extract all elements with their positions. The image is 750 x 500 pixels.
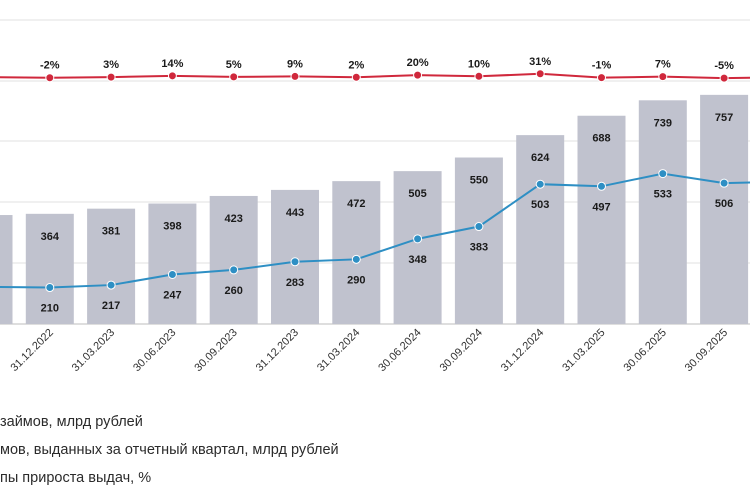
issued-loans-point-5 <box>290 257 300 267</box>
issued-loans-point-8 <box>474 222 484 232</box>
growth-rate-point-1 <box>45 73 55 83</box>
growth-rate-label-11: 7% <box>655 59 671 71</box>
x-tick-label-8: 30.09.2024 <box>438 327 485 374</box>
issued-loans-label-9: 503 <box>531 199 549 211</box>
bar-value-label-4: 423 <box>225 213 243 225</box>
issued-loans-label-4: 260 <box>225 285 243 297</box>
legend-item-issued-line: мов, выданных за отчетный квартал, млрд … <box>0 442 339 458</box>
bar-8 <box>454 157 503 324</box>
issued-loans-label-11: 533 <box>654 189 672 201</box>
x-tick-label-3: 30.06.2023 <box>131 327 178 374</box>
growth-rate-point-12 <box>719 73 729 83</box>
issued-loans-label-12: 506 <box>715 198 733 210</box>
growth-rate-point-11 <box>658 72 668 82</box>
issued-loans-label-2: 217 <box>102 300 120 312</box>
bar-0 <box>0 215 13 324</box>
issued-loans-point-12 <box>719 178 729 188</box>
bar-7 <box>393 171 442 324</box>
x-tick-label-5: 31.12.2023 <box>254 327 301 374</box>
issued-loans-line: 210 217 247 260 283 290 348 383 503 497 533 506 <box>0 169 750 315</box>
issued-loans-point-3 <box>167 269 177 279</box>
issued-loans-point-4 <box>229 265 239 275</box>
legend-item-growth-line: пы прироста выдач, % <box>0 470 152 486</box>
growth-rate-point-8 <box>474 71 484 81</box>
x-tick-label-11: 30.06.2025 <box>622 327 669 374</box>
bar-value-label-9: 624 <box>531 152 550 164</box>
bar-value-label-2: 381 <box>102 226 120 238</box>
x-tick-label-12: 30.09.2025 <box>683 327 730 374</box>
bar-series <box>0 94 749 324</box>
bar-value-label-12: 757 <box>715 112 733 124</box>
growth-rate-point-9 <box>535 69 545 79</box>
bar-5 <box>271 189 319 324</box>
bar-2 <box>87 208 136 324</box>
growth-rate-label-2: 3% <box>103 59 119 71</box>
growth-rate-label-8: 10% <box>468 58 490 70</box>
bar-value-label-6: 472 <box>347 198 365 210</box>
bar-3 <box>148 203 197 324</box>
bar-12 <box>700 94 749 324</box>
bar-9 <box>516 135 565 324</box>
growth-rate-label-4: 5% <box>226 59 242 71</box>
bar-labels: 364 381 398 423 443 472 505 550 624 688 739 757 <box>41 112 734 243</box>
x-tick-label-1: 31.12.2022 <box>9 327 56 374</box>
growth-rate-label-12: -5% <box>714 60 734 72</box>
legend-item-bars: займов, млрд рублей <box>0 414 143 430</box>
issued-loans-label-6: 290 <box>347 274 365 286</box>
x-axis: 31.12.2022 31.03.2023 30.06.2023 30.09.2023… <box>9 327 731 374</box>
bar-11 <box>638 100 687 324</box>
x-tick-label-4: 30.09.2023 <box>192 327 239 374</box>
bar-value-label-1: 364 <box>41 231 60 243</box>
growth-rate-point-2 <box>106 72 116 82</box>
growth-rate-point-3 <box>167 71 177 81</box>
bar-10 <box>577 115 626 324</box>
issued-loans-label-8: 383 <box>470 242 488 254</box>
issued-loans-label-3: 247 <box>163 289 181 301</box>
issued-loans-point-1 <box>45 283 55 293</box>
issued-loans-label-1: 210 <box>41 303 59 315</box>
growth-rate-point-10 <box>597 73 606 83</box>
growth-rate-label-3: 14% <box>161 58 183 70</box>
growth-rate-label-9: 31% <box>529 56 551 68</box>
issued-loans-point-2 <box>106 280 116 290</box>
x-tick-label-6: 31.03.2024 <box>315 327 362 374</box>
bar-value-label-7: 505 <box>408 188 426 200</box>
issued-loans-point-6 <box>351 254 361 264</box>
issued-loans-point-9 <box>535 179 545 189</box>
growth-rate-label-6: 2% <box>348 59 364 71</box>
bar-value-label-5: 443 <box>286 207 304 219</box>
issued-loans-point-11 <box>658 169 668 179</box>
x-tick-label-2: 31.03.2023 <box>70 327 117 374</box>
x-tick-label-10: 31.03.2025 <box>560 327 607 374</box>
growth-rate-line: -2% 3% 14% 5% 9% 2% 20% 10% 31% -1% 7% -5% <box>0 56 750 83</box>
issued-loans-point-10 <box>597 181 606 191</box>
growth-rate-label-10: -1% <box>592 60 612 72</box>
issued-loans-label-10: 497 <box>592 201 610 213</box>
issued-loans-label-5: 283 <box>286 277 304 289</box>
issued-loans-point-7 <box>413 234 423 244</box>
issued-loans-label-7: 348 <box>408 254 426 266</box>
growth-rate-point-6 <box>351 72 361 82</box>
x-tick-label-7: 30.06.2024 <box>376 327 423 374</box>
growth-rate-point-7 <box>413 70 423 80</box>
bar-value-label-8: 550 <box>470 175 488 187</box>
growth-rate-point-5 <box>290 71 300 81</box>
growth-rate-label-1: -2% <box>40 60 60 72</box>
growth-rate-label-5: 9% <box>287 58 303 70</box>
growth-rate-label-7: 20% <box>407 57 429 69</box>
bar-1 <box>25 213 74 324</box>
issued-loans-path <box>0 172 750 289</box>
bar-6 <box>332 181 381 324</box>
x-tick-label-9: 31.12.2024 <box>499 327 546 374</box>
bar-value-label-10: 688 <box>592 133 610 145</box>
growth-rate-point-4 <box>229 72 239 82</box>
bar-value-label-11: 739 <box>654 117 672 129</box>
growth-rate-path <box>0 72 750 80</box>
bar-4 <box>209 195 258 324</box>
bar-value-label-3: 398 <box>163 221 181 233</box>
chart: 364 381 398 423 443 472 505 550 624 688 739 757 210… <box>0 19 750 374</box>
